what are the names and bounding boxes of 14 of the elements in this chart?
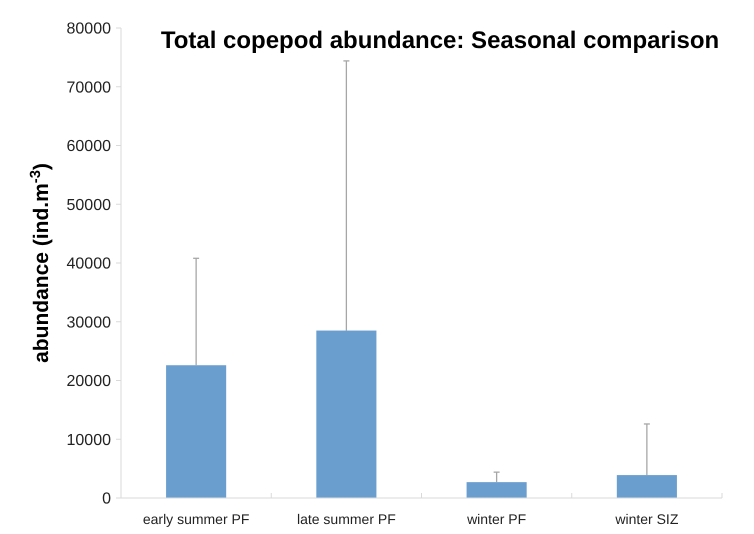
y-tick-label: 20000 xyxy=(66,373,112,390)
x-tick-label: winter PF xyxy=(466,511,526,527)
y-tick-label: 60000 xyxy=(66,138,112,156)
y-tick-label: 50000 xyxy=(66,196,112,214)
x-tick-label: early summer PF xyxy=(142,511,250,527)
y-tick-label: 70000 xyxy=(66,79,112,96)
y-tick-label: 40000 xyxy=(66,256,112,273)
chart-title: Total copepod abundance: Seasonal comparison xyxy=(160,27,720,54)
y-tick-label: 80000 xyxy=(66,20,112,38)
y-tick-label: 10000 xyxy=(66,432,112,449)
x-tick-label: winter SIZ xyxy=(614,511,679,527)
y-tick-label: 30000 xyxy=(66,314,112,332)
y-tick-label: 0 xyxy=(102,490,112,508)
x-tick-label: late summer PF xyxy=(296,511,396,527)
